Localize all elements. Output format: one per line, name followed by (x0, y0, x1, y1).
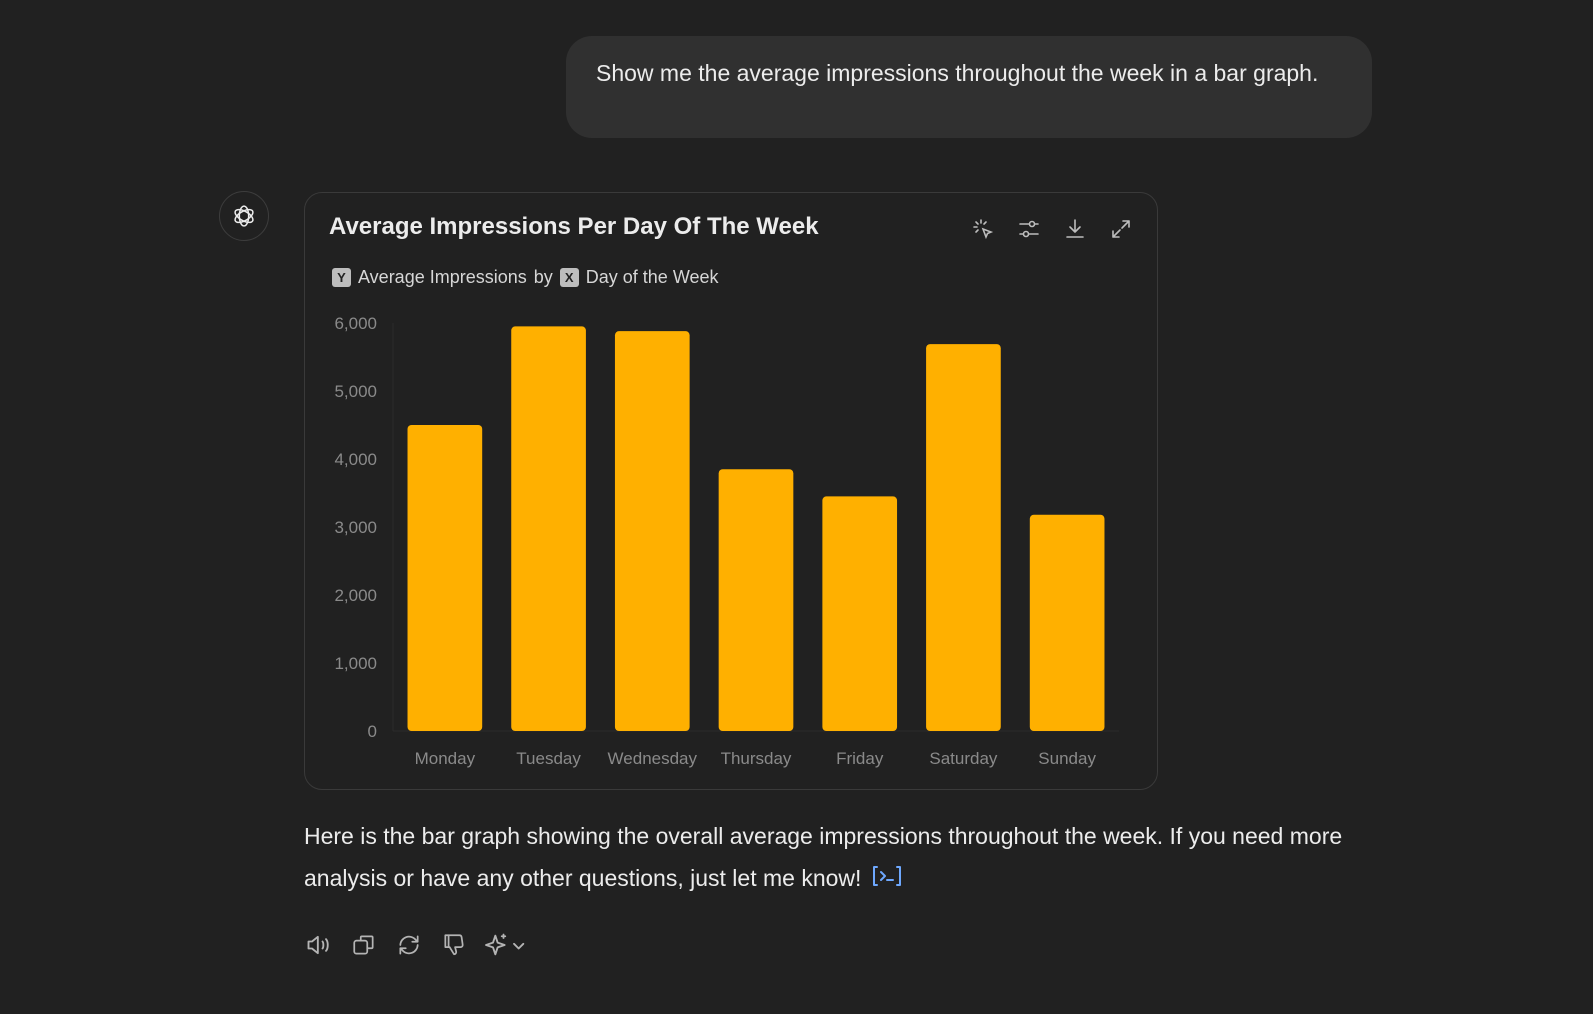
chart-title: Average Impressions Per Day Of The Week (329, 213, 819, 240)
chart-card: Average Impressions Per Day Of The Week (304, 192, 1158, 790)
x-tick-label: Saturday (929, 749, 998, 768)
download-icon[interactable] (1059, 213, 1091, 245)
bar (718, 469, 794, 731)
sparkle-model-icon[interactable] (482, 928, 532, 962)
x-tick-label: Thursday (721, 749, 792, 768)
copy-icon[interactable] (347, 928, 381, 962)
y-tick-label: 2,000 (334, 586, 377, 605)
y-field-label: Average Impressions (358, 267, 527, 287)
by-label: by (533, 267, 553, 287)
bar-chart: 0 1,000 2,000 3,000 4,000 5,000 6,000 Monday Tue… (334, 314, 1119, 768)
bar (511, 326, 586, 731)
y-tick-label: 0 (368, 722, 377, 741)
x-tick-label: Sunday (1038, 749, 1096, 768)
y-axis-badge: Y (332, 268, 351, 287)
y-tick-label: 3,000 (334, 518, 377, 537)
regenerate-icon[interactable] (392, 928, 426, 962)
user-message-bubble: Show me the average impressions througho… (566, 36, 1372, 138)
thumbs-down-icon[interactable] (437, 928, 471, 962)
y-tick-label: 4,000 (334, 450, 377, 469)
bar (614, 331, 690, 731)
adjust-icon[interactable] (1013, 213, 1045, 245)
code-interpreter-icon[interactable] (872, 859, 902, 901)
read-aloud-icon[interactable] (302, 928, 336, 962)
bar (1029, 514, 1105, 731)
x-tick-label: Friday (836, 749, 884, 768)
chart-axes-description: Y Average Impressions by X Day of the We… (332, 267, 719, 288)
x-tick-label: Wednesday (608, 749, 698, 768)
message-actions (302, 928, 532, 962)
response-text: Here is the bar graph showing the overal… (304, 823, 1343, 891)
select-icon[interactable] (967, 213, 999, 245)
y-tick-label: 6,000 (334, 314, 377, 333)
assistant-avatar (219, 191, 269, 241)
x-field-label: Day of the Week (585, 267, 719, 287)
x-tick-label: Monday (415, 749, 476, 768)
assistant-response: Here is the bar graph showing the overal… (304, 815, 1384, 901)
x-tick-label: Tuesday (516, 749, 581, 768)
expand-icon[interactable] (1105, 213, 1137, 245)
chevron-down-icon (513, 942, 525, 950)
chart-toolbar (967, 213, 1137, 245)
bar (926, 344, 1001, 731)
y-tick-label: 1,000 (334, 654, 377, 673)
y-tick-label: 5,000 (334, 382, 377, 401)
x-axis-badge: X (559, 268, 579, 287)
bar (822, 496, 898, 731)
bar (407, 425, 483, 731)
openai-logo-icon (234, 205, 254, 227)
user-message-text: Show me the average impressions througho… (596, 60, 1319, 86)
